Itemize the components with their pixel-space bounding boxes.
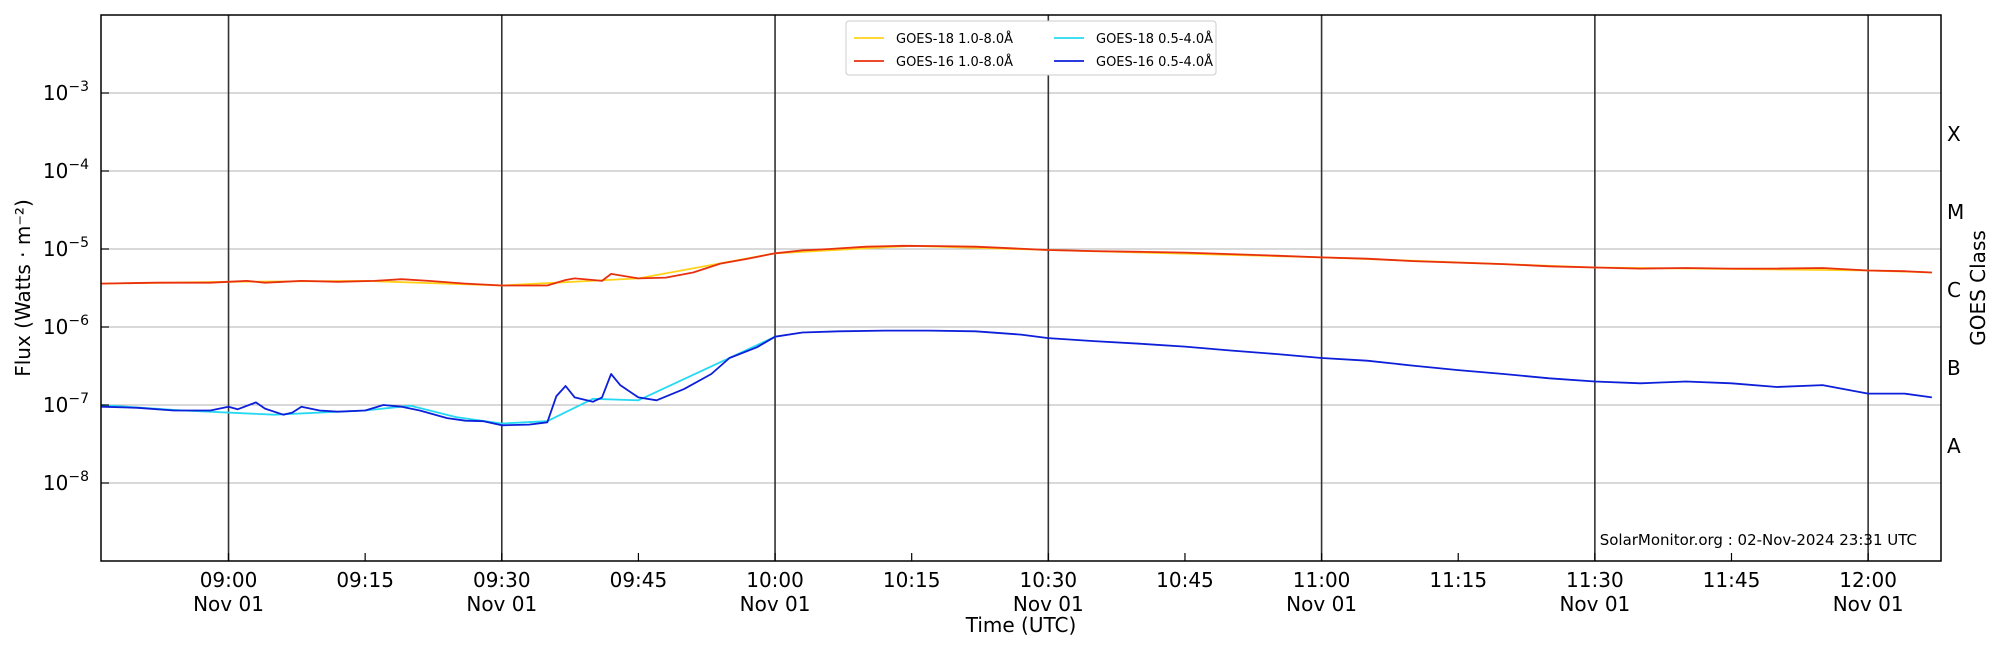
goes-class-label: C xyxy=(1947,278,1961,302)
y-ticks-layer: 10−810−710−610−510−410−3 xyxy=(43,79,109,495)
y-tick-label: 10−3 xyxy=(43,79,89,105)
y-tick-exponent: −7 xyxy=(68,391,89,407)
x-tick-date-label: Nov 01 xyxy=(1013,592,1084,616)
y-tick-exponent: −5 xyxy=(68,235,89,251)
goes-class-label: B xyxy=(1947,356,1961,380)
x-tick-date-label: Nov 01 xyxy=(1559,592,1630,616)
x-tick-label: 12:00 xyxy=(1839,568,1897,592)
y-tick-label: 10−6 xyxy=(43,313,89,339)
series-line xyxy=(100,329,1933,427)
credit-annotation: SolarMonitor.org : 02-Nov-2024 23:31 UTC xyxy=(1600,531,1917,549)
x-tick-label: 10:00 xyxy=(746,568,804,592)
x-tick-label: 10:45 xyxy=(1156,568,1214,592)
x-tick-label: 11:15 xyxy=(1429,568,1487,592)
y-tick-label: 10−4 xyxy=(43,157,89,183)
legend-label: GOES-16 0.5-4.0Å xyxy=(1096,54,1213,70)
x-tick-date-label: Nov 01 xyxy=(1286,592,1357,616)
right-axis-title: GOES Class xyxy=(1966,230,1990,346)
plot-frame xyxy=(100,14,1942,562)
y-tick-base: 10 xyxy=(43,315,68,339)
y-tick-label: 10−7 xyxy=(43,391,89,417)
legend: GOES-18 1.0-8.0Å GOES-16 1.0-8.0Å GOES-18 … xyxy=(845,20,1217,76)
y-tick-label: 10−8 xyxy=(43,469,89,495)
y-tick-exponent: −6 xyxy=(68,313,89,329)
legend-label: GOES-16 1.0-8.0Å xyxy=(896,54,1013,70)
x-tick-label: 09:30 xyxy=(473,568,531,592)
y-tick-base: 10 xyxy=(43,471,68,495)
y-tick-base: 10 xyxy=(43,81,68,105)
series-line xyxy=(100,244,1932,287)
x-tick-label: 09:15 xyxy=(336,568,394,592)
y-tick-base: 10 xyxy=(43,237,68,261)
y-tick-exponent: −3 xyxy=(68,79,89,95)
x-tick-label: 09:00 xyxy=(200,568,258,592)
y-tick-base: 10 xyxy=(43,393,68,417)
grid-layer xyxy=(101,92,1941,484)
series-layer xyxy=(100,244,1933,427)
y-tick-exponent: −4 xyxy=(68,157,89,173)
goes-class-label: M xyxy=(1947,200,1964,224)
legend-label: GOES-18 0.5-4.0Å xyxy=(1096,31,1213,47)
x-tick-date-label: Nov 01 xyxy=(466,592,537,616)
x-axis-title: Time (UTC) xyxy=(965,613,1077,637)
y-tick-exponent: −8 xyxy=(68,469,89,485)
legend-box xyxy=(845,20,1217,76)
x-tick-label: 10:15 xyxy=(883,568,941,592)
x-tick-label: 09:45 xyxy=(610,568,668,592)
series-line xyxy=(100,244,1932,287)
x-tick-date-label: Nov 01 xyxy=(1833,592,1904,616)
y-tick-base: 10 xyxy=(43,159,68,183)
x-tick-date-label: Nov 01 xyxy=(740,592,811,616)
goes-class-label: A xyxy=(1947,434,1961,458)
series-line xyxy=(100,335,776,425)
goes-class-label: X xyxy=(1947,122,1961,146)
y-axis-title: Flux (Watts · m⁻²) xyxy=(11,199,35,377)
x-tick-label: 11:45 xyxy=(1703,568,1761,592)
x-tick-label: 10:30 xyxy=(1020,568,1078,592)
goes-class-labels-layer: X M C B A xyxy=(1947,122,1964,458)
x-tick-label: 11:00 xyxy=(1293,568,1351,592)
x-tick-date-label: Nov 01 xyxy=(193,592,264,616)
vertical-lines-layer xyxy=(227,15,1869,561)
x-tick-label: 11:30 xyxy=(1566,568,1624,592)
y-tick-label: 10−5 xyxy=(43,235,89,261)
legend-label: GOES-18 1.0-8.0Å xyxy=(896,31,1013,47)
